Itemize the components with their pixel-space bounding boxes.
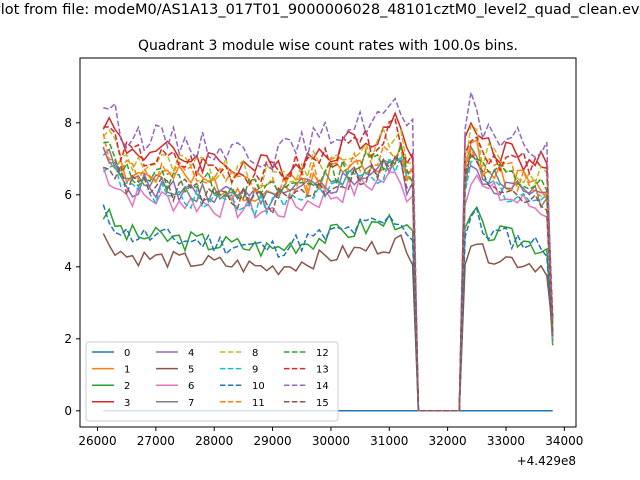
series-line-5 — [102, 233, 554, 412]
x-tick-label: 29000 — [253, 434, 291, 448]
series-line-9 — [102, 153, 554, 412]
y-axis: 0 2 4 6 8 — [64, 116, 80, 418]
plot-frame — [79, 57, 577, 428]
series-line-6 — [102, 167, 554, 412]
y-tick-label: 0 — [64, 404, 72, 418]
x-tick-label: 26000 — [78, 434, 116, 448]
legend-label-15: 15 — [316, 398, 329, 409]
legend-label-6: 6 — [188, 381, 194, 392]
x-tick-label: 34000 — [545, 434, 583, 448]
legend-label-9: 9 — [252, 365, 258, 376]
legend-label-4: 4 — [188, 348, 194, 359]
legend-label-5: 5 — [188, 365, 194, 376]
x-offset-label: +4.429e8 — [517, 454, 576, 468]
legend-label-12: 12 — [316, 348, 329, 359]
x-tick-label: 28000 — [195, 434, 233, 448]
legend-label-8: 8 — [252, 348, 258, 359]
legend-label-0: 0 — [124, 348, 130, 359]
x-tick-label: 31000 — [370, 434, 408, 448]
legend-label-2: 2 — [124, 381, 130, 392]
legend-label-14: 14 — [316, 381, 329, 392]
file-title: Plot from file: modeM0/AS1A13_017T01_900… — [0, 2, 640, 18]
legend-label-1: 1 — [124, 365, 130, 376]
y-tick-label: 8 — [64, 116, 72, 130]
series-line-10 — [102, 204, 554, 412]
y-tick-label: 4 — [64, 260, 72, 274]
series-line-15 — [103, 150, 554, 412]
legend-label-7: 7 — [188, 398, 194, 409]
y-tick-label: 2 — [64, 332, 72, 346]
x-tick-label: 27000 — [137, 434, 175, 448]
legend-label-10: 10 — [252, 381, 265, 392]
legend-label-11: 11 — [252, 398, 265, 409]
x-tick-label: 30000 — [312, 434, 350, 448]
series-line-12 — [103, 141, 554, 412]
x-tick-label: 33000 — [487, 434, 525, 448]
chart-title: Quadrant 3 module wise count rates with … — [138, 38, 518, 54]
legend-label-13: 13 — [316, 365, 329, 376]
x-axis: 26000 27000 28000 29000 30000 31000 32000 33000… — [78, 427, 583, 448]
x-tick-label: 32000 — [429, 434, 467, 448]
y-tick-label: 6 — [64, 188, 72, 202]
series-lines — [102, 92, 554, 412]
series-line-13 — [103, 118, 554, 412]
legend-label-3: 3 — [124, 398, 130, 409]
legend-box — [85, 341, 339, 422]
